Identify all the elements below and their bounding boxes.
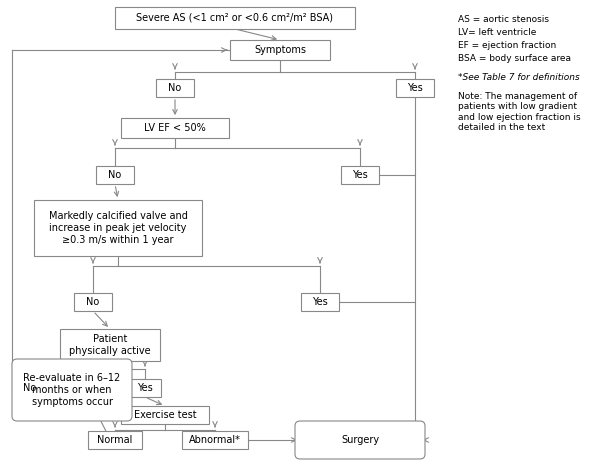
Text: LV EF < 50%: LV EF < 50% [144, 123, 206, 133]
Text: No: No [108, 170, 121, 180]
FancyBboxPatch shape [301, 293, 339, 311]
Text: No: No [169, 83, 182, 93]
FancyBboxPatch shape [121, 118, 229, 138]
Text: Re-evaluate in 6–12
months or when
symptoms occur: Re-evaluate in 6–12 months or when sympt… [24, 373, 121, 406]
FancyBboxPatch shape [34, 200, 202, 256]
Text: Yes: Yes [137, 383, 153, 393]
Text: Yes: Yes [407, 83, 423, 93]
FancyBboxPatch shape [12, 359, 132, 421]
Text: Patient
physically active: Patient physically active [69, 334, 151, 356]
Text: Surgery: Surgery [341, 435, 379, 445]
Text: Normal: Normal [97, 435, 133, 445]
FancyBboxPatch shape [341, 166, 379, 184]
Text: AS = aortic stenosis: AS = aortic stenosis [458, 15, 549, 24]
Text: Yes: Yes [352, 170, 368, 180]
FancyBboxPatch shape [295, 421, 425, 459]
Text: Yes: Yes [312, 297, 328, 307]
FancyBboxPatch shape [182, 431, 248, 449]
FancyBboxPatch shape [14, 379, 46, 397]
Text: BSA = body surface area: BSA = body surface area [458, 54, 571, 63]
FancyBboxPatch shape [88, 431, 142, 449]
Text: Symptoms: Symptoms [254, 45, 306, 55]
Text: LV= left ventricle: LV= left ventricle [458, 28, 536, 37]
Text: No: No [86, 297, 100, 307]
FancyBboxPatch shape [156, 79, 194, 97]
FancyBboxPatch shape [129, 379, 161, 397]
Text: Exercise test: Exercise test [133, 410, 196, 420]
FancyBboxPatch shape [230, 40, 330, 60]
Text: No: No [24, 383, 37, 393]
Text: EF = ejection fraction: EF = ejection fraction [458, 41, 556, 50]
FancyBboxPatch shape [74, 293, 112, 311]
FancyBboxPatch shape [96, 166, 134, 184]
Text: *See Table 7 for definitions: *See Table 7 for definitions [458, 73, 580, 82]
FancyBboxPatch shape [115, 7, 355, 29]
Text: Severe AS (<1 cm² or <0.6 cm²/m² BSA): Severe AS (<1 cm² or <0.6 cm²/m² BSA) [137, 13, 333, 23]
FancyBboxPatch shape [396, 79, 434, 97]
FancyBboxPatch shape [60, 329, 160, 361]
Text: Note: The management of
patients with low gradient
and low ejection fraction is
: Note: The management of patients with lo… [458, 92, 580, 132]
Text: Abnormal*: Abnormal* [189, 435, 241, 445]
FancyBboxPatch shape [121, 406, 209, 424]
Text: Markedly calcified valve and
increase in peak jet velocity
≥0.3 m/s within 1 yea: Markedly calcified valve and increase in… [48, 212, 187, 245]
